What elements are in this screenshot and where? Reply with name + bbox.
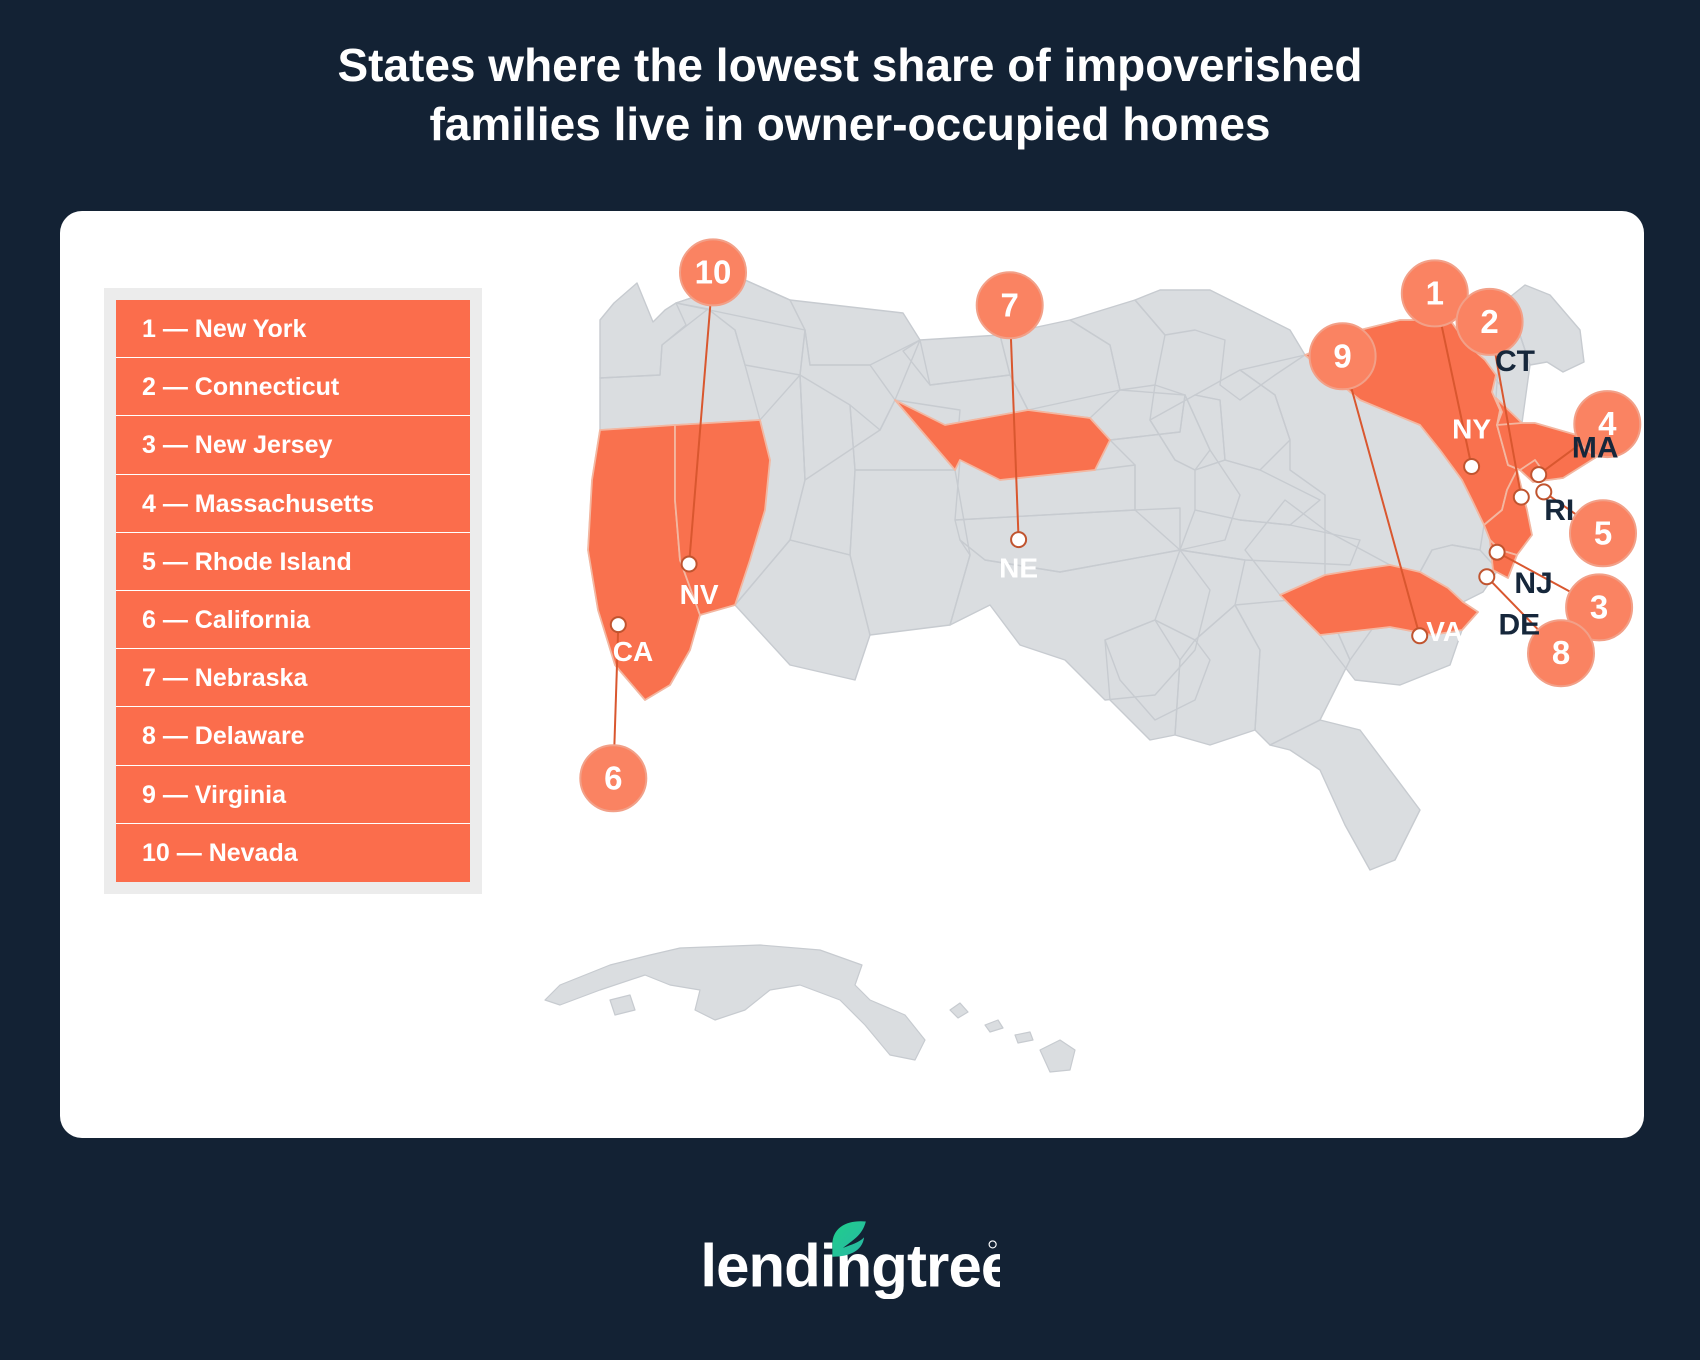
svg-text:MA: MA [1572, 432, 1619, 465]
svg-text:NV: NV [680, 579, 719, 610]
svg-text:RI: RI [1544, 494, 1574, 527]
svg-text:9: 9 [1333, 337, 1351, 374]
svg-text:1: 1 [1426, 274, 1444, 311]
svg-text:10: 10 [695, 253, 732, 290]
svg-text:8: 8 [1552, 634, 1570, 671]
svg-text:NJ: NJ [1514, 567, 1552, 600]
svg-text:3: 3 [1590, 588, 1608, 625]
svg-text:6: 6 [604, 759, 622, 796]
svg-text:NY: NY [1452, 414, 1491, 445]
svg-text:5: 5 [1594, 514, 1612, 551]
svg-text:2: 2 [1480, 303, 1498, 340]
svg-text:CT: CT [1495, 345, 1535, 378]
svg-text:CA: CA [613, 636, 653, 667]
svg-text:VA: VA [1426, 616, 1463, 647]
svg-text:DE: DE [1498, 608, 1540, 641]
svg-text:NE: NE [999, 553, 1038, 584]
svg-text:7: 7 [1001, 286, 1019, 323]
